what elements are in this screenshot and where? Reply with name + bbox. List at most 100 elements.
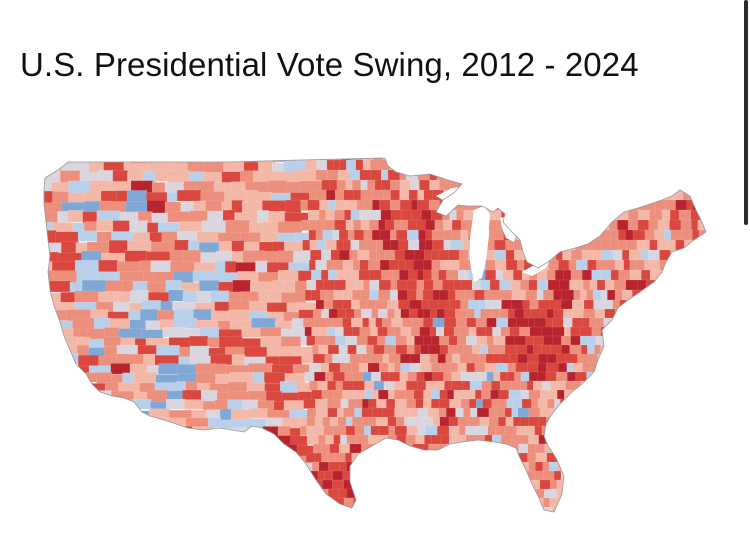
county-cell xyxy=(339,159,347,171)
county-cell xyxy=(468,299,481,310)
county-cell xyxy=(445,353,454,364)
county-cell xyxy=(466,317,477,328)
county-cell xyxy=(675,299,683,310)
county-cell xyxy=(218,443,232,457)
county-cell xyxy=(100,454,117,469)
county-cell xyxy=(650,159,662,171)
county-cell xyxy=(154,169,169,182)
county-cell xyxy=(565,353,579,364)
county-cell xyxy=(578,179,591,191)
county-cell xyxy=(467,479,479,490)
county-cell xyxy=(447,289,457,301)
county-cell xyxy=(475,389,483,400)
county-cell xyxy=(497,470,508,481)
county-cell xyxy=(493,299,503,310)
scrollbar[interactable] xyxy=(744,0,748,225)
county-cell xyxy=(442,158,450,161)
county-cell xyxy=(352,179,362,191)
county-cell xyxy=(332,371,346,382)
county-cell xyxy=(395,497,406,508)
county-cell xyxy=(663,516,673,526)
county-cell xyxy=(109,518,130,532)
county-cell xyxy=(694,389,703,400)
county-cell xyxy=(704,488,706,499)
county-cell xyxy=(455,158,464,161)
county-cell xyxy=(303,317,316,328)
county-cell xyxy=(679,159,692,171)
county-cell xyxy=(589,317,598,328)
county-cell xyxy=(550,380,559,391)
county-cell xyxy=(439,289,449,301)
lake-michigan xyxy=(470,206,490,282)
county-cell xyxy=(652,317,666,328)
county-cell xyxy=(468,497,477,508)
county-cell xyxy=(607,470,616,481)
county-cell xyxy=(701,159,706,171)
county-cell xyxy=(406,344,416,355)
county-cell xyxy=(651,259,661,271)
county-cell xyxy=(691,407,704,418)
county-cell xyxy=(463,470,473,481)
county-cell xyxy=(555,219,566,231)
county-cell xyxy=(584,497,597,508)
county-cell xyxy=(546,308,555,319)
county-cell xyxy=(305,159,318,171)
county-cell xyxy=(285,473,310,486)
county-cell xyxy=(527,353,540,364)
county-cell xyxy=(438,269,448,281)
county-cell xyxy=(432,239,445,251)
county-cell xyxy=(652,416,660,427)
county-cell xyxy=(345,279,357,291)
county-cell xyxy=(376,398,388,409)
county-cell xyxy=(707,507,716,517)
county-cell xyxy=(167,211,191,223)
county-cell xyxy=(526,344,534,355)
county-cell xyxy=(465,425,479,436)
county-cell xyxy=(559,279,571,291)
county-cell xyxy=(661,209,671,221)
county-cell xyxy=(380,371,390,382)
county-cell xyxy=(367,179,376,191)
county-cell xyxy=(362,159,371,171)
county-cell xyxy=(550,516,557,526)
county-cell xyxy=(645,434,656,445)
county-cell xyxy=(641,269,651,281)
county-cell xyxy=(230,482,247,494)
county-cell xyxy=(565,416,576,427)
county-cell xyxy=(636,488,647,499)
county-cell xyxy=(580,461,592,472)
county-cell xyxy=(609,199,623,211)
county-cell xyxy=(603,497,615,508)
county-cell xyxy=(679,249,692,261)
county-cell xyxy=(600,344,610,355)
county-cell xyxy=(687,371,699,382)
county-cell xyxy=(635,425,646,436)
county-cell xyxy=(502,506,515,512)
county-cell xyxy=(322,229,334,241)
county-cell xyxy=(390,189,401,201)
county-cell xyxy=(109,158,131,163)
county-cell xyxy=(309,259,317,271)
county-cell xyxy=(78,417,97,432)
lake-erie xyxy=(522,260,550,276)
county-cell xyxy=(379,259,391,271)
county-cell xyxy=(307,209,320,221)
county-cell xyxy=(377,326,389,337)
county-cell xyxy=(555,239,565,251)
county-cell xyxy=(636,434,647,445)
county-cell xyxy=(581,249,595,261)
county-cell xyxy=(394,407,403,418)
county-cell xyxy=(327,398,336,409)
county-cell xyxy=(583,308,596,319)
county-cell xyxy=(475,398,484,409)
county-cell xyxy=(607,380,621,391)
county-cell xyxy=(518,461,530,472)
county-cell xyxy=(679,443,691,454)
county-cell xyxy=(389,199,402,211)
county-cell xyxy=(624,488,638,499)
county-cell xyxy=(508,389,522,400)
county-cell xyxy=(428,488,438,499)
county-cell xyxy=(415,497,425,508)
county-cell xyxy=(61,374,76,389)
county-cell xyxy=(323,279,336,291)
